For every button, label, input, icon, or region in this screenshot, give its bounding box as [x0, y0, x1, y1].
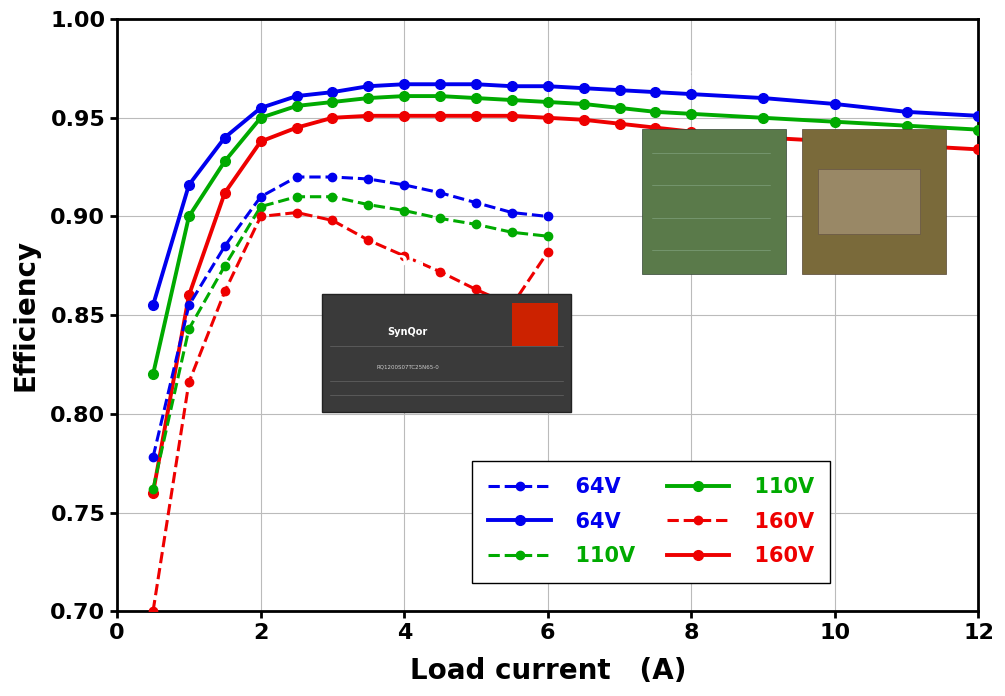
Legend:   64V,   64V,   110V,   110V,   160V,   160V: 64V, 64V, 110V, 110V, 160V, 160V [471, 461, 830, 583]
X-axis label: Load current   (A): Load current (A) [410, 657, 686, 685]
Y-axis label: Efficiency: Efficiency [11, 239, 39, 391]
